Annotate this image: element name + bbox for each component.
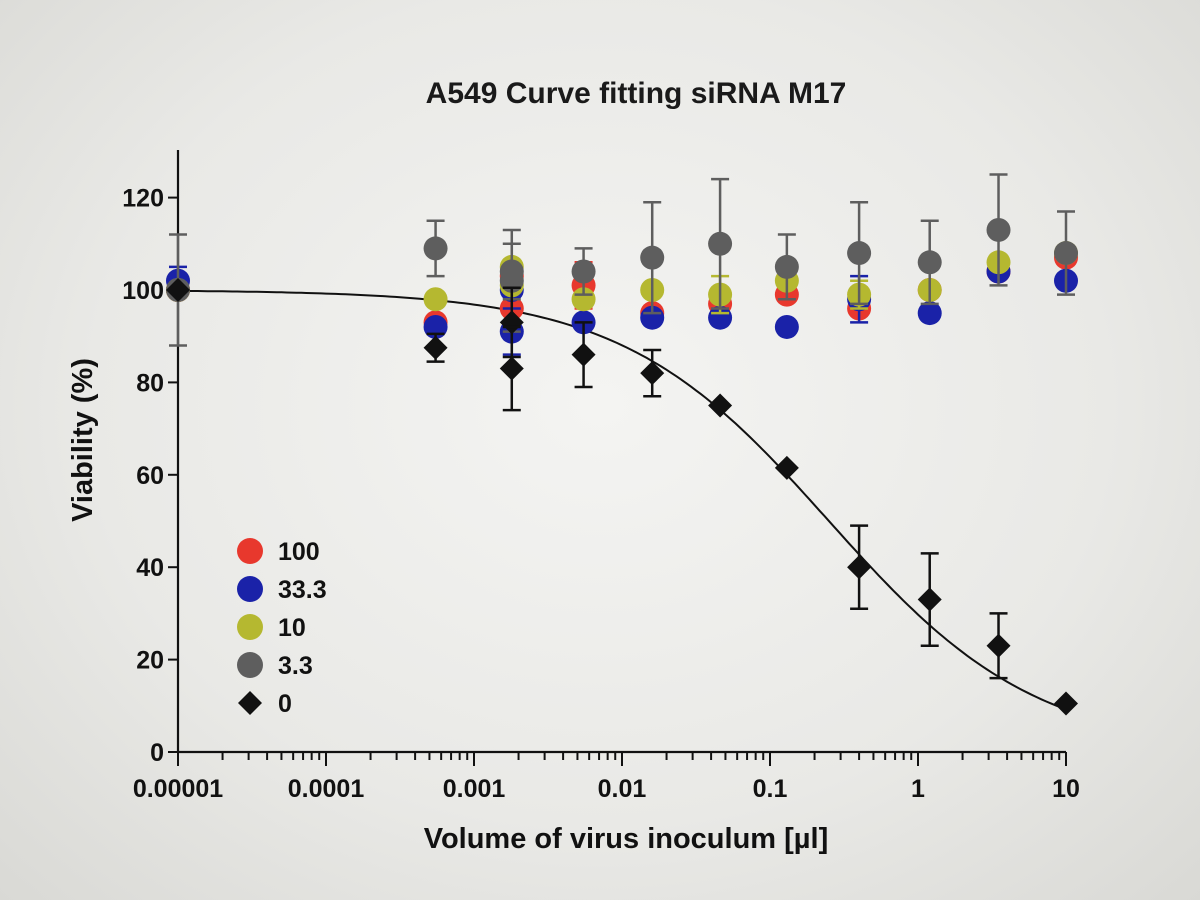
- x-tick-label: 0.001: [443, 775, 506, 803]
- series-33-3: [166, 259, 1078, 356]
- legend-swatch: [237, 614, 263, 640]
- x-tick-label: 1: [911, 775, 925, 803]
- data-point: [917, 301, 942, 326]
- data-point-diamond: [499, 356, 524, 381]
- data-point-diamond: [423, 335, 448, 360]
- y-tick-label: 20: [136, 647, 164, 675]
- data-point: [571, 287, 596, 312]
- data-point-diamond: [708, 393, 733, 418]
- data-point: [774, 254, 799, 279]
- data-point-diamond: [774, 455, 799, 480]
- y-tick-label: 0: [150, 739, 164, 767]
- data-point: [640, 245, 665, 270]
- fit-curve-group: [178, 289, 1067, 711]
- legend-swatch: [237, 576, 263, 602]
- data-point: [423, 287, 448, 312]
- x-axis-label: Volume of virus inoculum [µl]: [424, 823, 828, 855]
- data-point-diamond: [640, 361, 665, 386]
- x-tick-label: 0.1: [753, 775, 788, 803]
- data-point: [640, 305, 665, 330]
- y-tick-label: 100: [122, 277, 164, 305]
- series-3-3: [166, 173, 1078, 347]
- data-point: [571, 259, 596, 284]
- data-point: [1054, 241, 1078, 266]
- y-tick-label: 80: [136, 369, 164, 397]
- y-tick-label: 40: [136, 554, 164, 582]
- legend: 100 33.3 10 3.3 0: [237, 538, 327, 718]
- data-point: [917, 250, 942, 275]
- data-point-diamond: [847, 555, 872, 580]
- series-10: [166, 241, 1078, 315]
- data-points-group: [166, 173, 1078, 716]
- legend-label: 33.3: [278, 576, 327, 604]
- x-tick-label: 0.00001: [133, 775, 223, 803]
- data-point: [774, 314, 799, 339]
- data-point-diamond: [571, 342, 596, 367]
- y-axis-label: Viability (%): [67, 358, 99, 522]
- data-point: [986, 217, 1011, 242]
- legend-label: 0: [278, 690, 292, 718]
- data-point: [847, 241, 872, 266]
- data-point: [708, 305, 733, 330]
- legend-swatch: [237, 538, 263, 564]
- x-tick-label: 10: [1052, 775, 1080, 803]
- fit-curve: [178, 289, 1067, 711]
- legend-swatch-diamond: [238, 691, 262, 715]
- series-0: [166, 278, 1078, 716]
- data-point-diamond: [917, 587, 942, 612]
- chart-title: A549 Curve fitting siRNA M17: [426, 77, 847, 110]
- legend-label: 10: [278, 614, 306, 642]
- legend-swatch: [237, 652, 263, 678]
- y-tick-label: 120: [122, 185, 164, 213]
- y-tick-label: 60: [136, 462, 164, 490]
- x-tick-label: 0.0001: [288, 775, 365, 803]
- legend-label: 3.3: [278, 652, 313, 680]
- data-point-diamond: [1054, 691, 1078, 716]
- data-point-diamond: [986, 633, 1011, 658]
- legend-label: 100: [278, 538, 320, 566]
- data-point-diamond: [166, 278, 190, 302]
- x-tick-label: 0.01: [598, 775, 647, 803]
- data-point: [499, 259, 524, 284]
- data-point-diamond: [499, 310, 524, 335]
- data-point: [708, 231, 733, 256]
- data-point: [423, 236, 448, 261]
